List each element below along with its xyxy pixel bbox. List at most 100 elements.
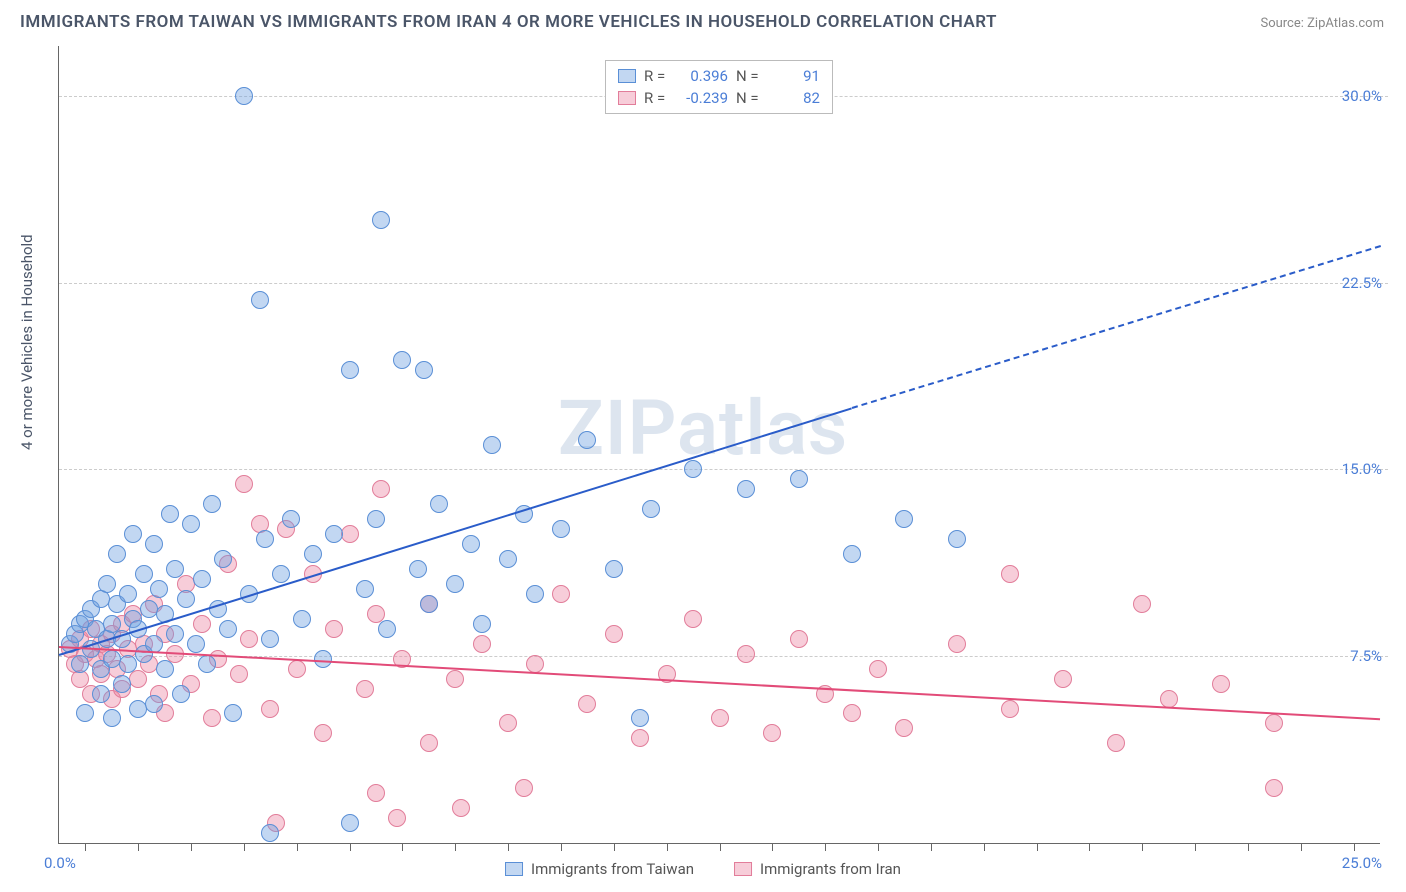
x-tick [297,843,298,851]
data-point-series2 [1107,734,1125,752]
data-point-series2 [515,779,533,797]
data-point-series1 [356,580,374,598]
x-tick [508,843,509,851]
data-point-series2 [203,709,221,727]
data-point-series1 [182,515,200,533]
data-point-series2 [737,645,755,663]
data-point-series1 [145,695,163,713]
data-point-series2 [372,480,390,498]
data-point-series1 [193,570,211,588]
x-tick [720,843,721,851]
data-point-series1 [409,560,427,578]
data-point-series2 [869,660,887,678]
data-point-series1 [605,560,623,578]
data-point-series1 [187,635,205,653]
data-point-series1 [372,211,390,229]
data-point-series2 [1001,700,1019,718]
data-point-series1 [113,675,131,693]
stats-row-series1: R = 0.396 N = 91 [614,65,824,87]
data-point-series2 [1265,779,1283,797]
data-point-series1 [214,550,232,568]
legend-label-series2: Immigrants from Iran [760,860,901,878]
data-point-series2 [230,665,248,683]
x-tick [667,843,668,851]
data-point-series1 [177,590,195,608]
n-value-series2: 82 [772,89,820,107]
data-point-series2 [356,680,374,698]
legend-label-series1: Immigrants from Taiwan [531,860,694,878]
data-point-series1 [92,685,110,703]
data-point-series1 [103,709,121,727]
data-point-series1 [203,495,221,513]
trendline-series1 [59,407,852,655]
data-point-series1 [325,525,343,543]
data-point-series2 [1265,714,1283,732]
data-point-series2 [367,784,385,802]
data-point-series2 [1054,670,1072,688]
data-point-series2 [193,615,211,633]
data-point-series2 [578,695,596,713]
x-origin-label: 0.0% [44,854,76,872]
data-point-series1 [526,585,544,603]
data-point-series1 [430,495,448,513]
data-point-series2 [341,525,359,543]
data-point-series1 [473,615,491,633]
x-tick [1142,843,1143,851]
data-point-series1 [367,510,385,528]
data-point-series1 [293,610,311,628]
data-point-series1 [108,545,126,563]
n-label: N = [736,67,764,85]
x-tick [931,843,932,851]
n-value-series1: 91 [772,67,820,85]
data-point-series2 [948,635,966,653]
data-point-series1 [393,351,411,369]
data-point-series1 [261,630,279,648]
data-point-series1 [119,585,137,603]
data-point-series1 [166,625,184,643]
y-tick-label: 15.0% [1342,460,1382,478]
data-point-series1 [552,520,570,538]
gridline [59,283,1388,284]
data-point-series2 [790,630,808,648]
data-point-series1 [737,480,755,498]
data-point-series2 [1212,675,1230,693]
x-tick [138,843,139,851]
x-max-label: 25.0% [1342,854,1382,872]
data-point-series2 [446,670,464,688]
data-point-series1 [235,87,253,105]
data-point-series1 [219,620,237,638]
data-point-series1 [156,660,174,678]
chart-area: 7.5%15.0%22.5%30.0% 0.0% 25.0% R = 0.396… [58,46,1380,844]
x-tick [350,843,351,851]
data-point-series2 [388,809,406,827]
data-point-series1 [684,460,702,478]
x-tick [402,843,403,851]
swatch-series2 [734,862,752,876]
data-point-series2 [631,729,649,747]
data-point-series1 [341,814,359,832]
data-point-series1 [166,560,184,578]
chart-title: IMMIGRANTS FROM TAIWAN VS IMMIGRANTS FRO… [20,12,997,32]
data-point-series1 [272,565,290,583]
x-tick [244,843,245,851]
data-point-series1 [304,545,322,563]
x-tick [1354,843,1355,851]
data-point-series2 [552,585,570,603]
data-point-series1 [420,595,438,613]
data-point-series2 [452,799,470,817]
x-tick [878,843,879,851]
data-point-series2 [1160,690,1178,708]
data-point-series1 [790,470,808,488]
data-point-series1 [314,650,332,668]
x-tick [1089,843,1090,851]
data-point-series2 [1001,565,1019,583]
source-attribution: Source: ZipAtlas.com [1260,16,1384,31]
x-tick [1301,843,1302,851]
r-label: R = [644,67,672,85]
data-point-series2 [605,625,623,643]
data-point-series1 [145,535,163,553]
x-tick [1037,843,1038,851]
y-tick-label: 22.5% [1342,274,1382,292]
n-label: N = [736,89,764,107]
plot-region: 7.5%15.0%22.5%30.0% [58,46,1380,844]
